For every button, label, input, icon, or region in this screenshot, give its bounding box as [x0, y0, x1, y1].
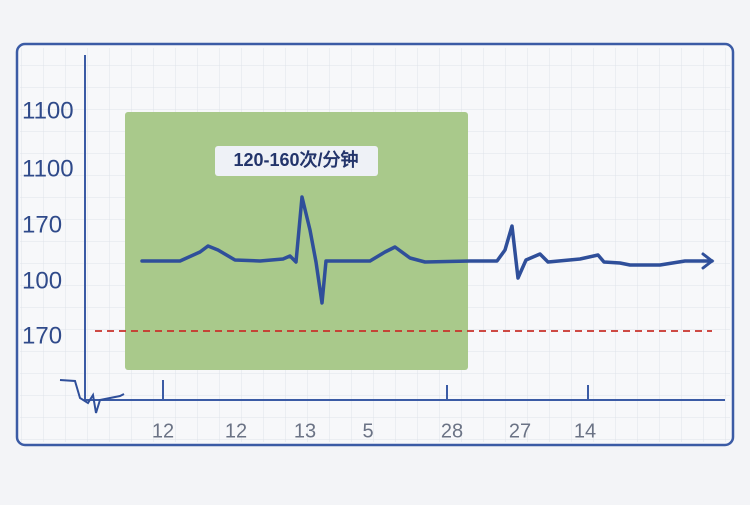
x-label: 28: [441, 420, 463, 442]
ticks: [162, 380, 589, 400]
y-label: 170: [22, 322, 62, 349]
y-label: 1100: [22, 155, 74, 182]
x-label: 27: [509, 420, 531, 442]
annotation-box: [215, 146, 378, 176]
axis-squiggle: [59, 379, 125, 414]
y-label: 1100: [22, 97, 74, 124]
x-label: 14: [574, 420, 596, 442]
annotation: 120-160次/分钟: [233, 149, 358, 170]
x-label: 5: [362, 420, 373, 442]
arrow-head: [701, 252, 715, 270]
x-label: 12: [152, 420, 174, 442]
y-label: 170: [22, 211, 62, 238]
x-label: 12: [225, 420, 247, 442]
y-label: 100: [22, 267, 62, 294]
ecg-trace: [140, 195, 714, 305]
x-label: 13: [294, 420, 316, 442]
